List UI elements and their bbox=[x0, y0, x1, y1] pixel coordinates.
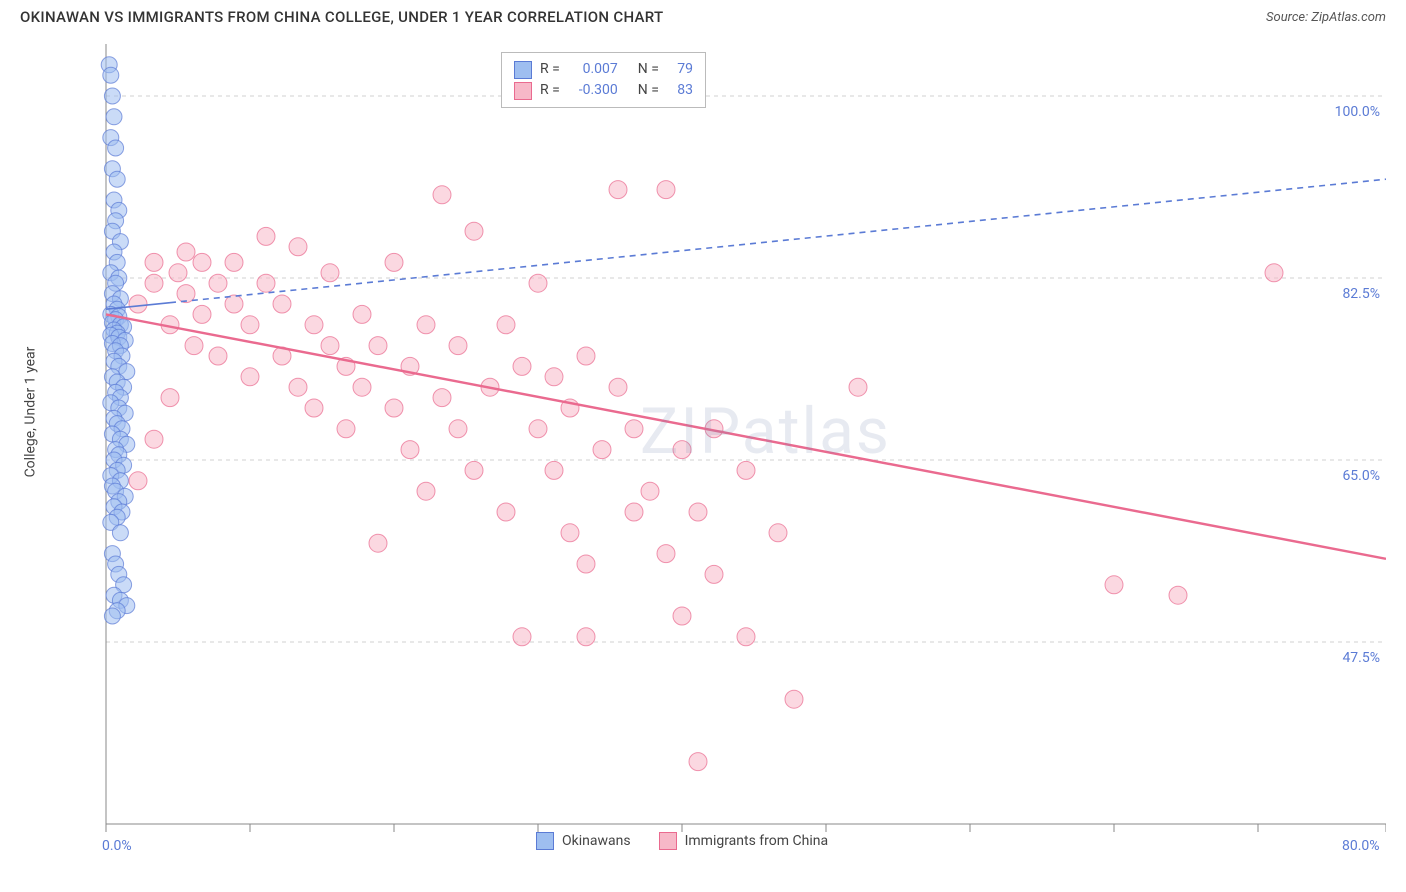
scatter-chart: 47.5% 65.0% 82.5% 100.0% bbox=[56, 34, 1386, 834]
legend-label: Immigrants from China bbox=[685, 833, 829, 849]
r-value: -0.300 bbox=[568, 80, 618, 101]
legend-item: Okinawans bbox=[536, 832, 631, 850]
legend-swatch bbox=[514, 61, 532, 79]
y-axis-label: College, Under 1 year bbox=[22, 347, 38, 478]
n-label: N = bbox=[638, 59, 659, 80]
legend-label: Okinawans bbox=[562, 833, 631, 849]
svg-text:100.0%: 100.0% bbox=[1335, 104, 1380, 120]
n-value: 79 bbox=[667, 59, 693, 80]
stats-legend-row: R = -0.300 N = 83 bbox=[514, 80, 693, 101]
chart-container: College, Under 1 year 47.5% 65.0% 82.5% 100… bbox=[20, 34, 1386, 874]
legend-swatch bbox=[659, 832, 677, 850]
svg-text:65.0%: 65.0% bbox=[1342, 468, 1380, 484]
n-value: 83 bbox=[667, 80, 693, 101]
legend-swatch bbox=[536, 832, 554, 850]
x-axis-max-label: 80.0% bbox=[1342, 838, 1380, 854]
r-value: 0.007 bbox=[568, 59, 618, 80]
x-axis-min-label: 0.0% bbox=[102, 838, 132, 854]
r-label: R = bbox=[540, 59, 560, 80]
svg-text:47.5%: 47.5% bbox=[1342, 650, 1380, 666]
n-label: N = bbox=[638, 80, 659, 101]
chart-title: OKINAWAN VS IMMIGRANTS FROM CHINA COLLEG… bbox=[20, 8, 663, 26]
legend-swatch bbox=[514, 82, 532, 100]
svg-text:82.5%: 82.5% bbox=[1342, 286, 1380, 302]
r-label: R = bbox=[540, 80, 560, 101]
source-attribution: Source: ZipAtlas.com bbox=[1266, 10, 1386, 25]
stats-legend: R = 0.007 N = 79 R = -0.300 N = 83 bbox=[501, 52, 706, 108]
legend-item: Immigrants from China bbox=[659, 832, 829, 850]
series-legend: Okinawans Immigrants from China bbox=[536, 832, 828, 850]
stats-legend-row: R = 0.007 N = 79 bbox=[514, 59, 693, 80]
